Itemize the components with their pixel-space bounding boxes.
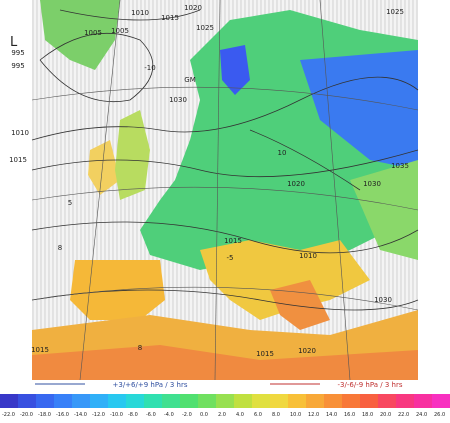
scale-swatch — [252, 394, 271, 408]
scale-label: -16.0 — [56, 412, 69, 418]
map-label: GM — [184, 76, 195, 84]
grid — [31, 0, 419, 381]
scale-swatch — [270, 394, 289, 408]
britain — [115, 110, 150, 200]
scale-label: 14.0 — [326, 412, 337, 418]
scale-label: -4.0 — [164, 412, 174, 418]
pressure-label: 1015 — [256, 350, 274, 358]
pressure-label: 1015 — [224, 237, 242, 245]
scale-swatch — [360, 394, 379, 408]
scale-label: -20.0 — [20, 412, 33, 418]
scale-swatch — [18, 394, 37, 408]
pressure-label: 995 — [11, 49, 24, 57]
legend-falling: -3/-6/-9 hPa / 3 hrs — [338, 381, 403, 389]
scale-label: 8.0 — [272, 412, 280, 418]
scale-label: 12.0 — [308, 412, 319, 418]
scale-label: 4.0 — [236, 412, 244, 418]
color-scale: -22.0 -20.0 -18.0 -16.0 -14.0 -12.0 -10.0 -8.0 -… — [0, 394, 450, 418]
map-label: 8 — [138, 344, 142, 352]
scale-swatch — [324, 394, 343, 408]
scale-label: 24.0 — [416, 412, 427, 418]
scale-swatch — [432, 394, 450, 408]
scale-swatch — [162, 394, 181, 408]
pressure-label: 995 — [11, 62, 24, 70]
scale-label: 16.0 — [344, 412, 355, 418]
cold-scandinavia — [220, 45, 250, 95]
scale-swatch — [306, 394, 325, 408]
pressure-label: 1010 — [299, 252, 317, 260]
scale-swatch — [342, 394, 361, 408]
balkans — [270, 280, 330, 330]
scale-label: -6.0 — [146, 412, 156, 418]
scale-label: 0.0 — [200, 412, 208, 418]
scale-label: 22.0 — [398, 412, 409, 418]
scale-swatch — [180, 394, 199, 408]
ireland — [88, 140, 120, 195]
land-east — [350, 160, 418, 260]
scale-swatch — [144, 394, 163, 408]
scale-label: -22.0 — [2, 412, 15, 418]
scale-swatch — [90, 394, 109, 408]
africa-hot — [32, 345, 418, 380]
scale-swatch — [396, 394, 415, 408]
scale-label: -12.0 — [92, 412, 105, 418]
scale-label: 6.0 — [254, 412, 262, 418]
pressure-label: 1025 — [196, 24, 214, 32]
scale-label: 20.0 — [380, 412, 391, 418]
scale-swatch — [198, 394, 217, 408]
scale-swatch — [378, 394, 397, 408]
scale-swatch — [0, 394, 19, 408]
pressure-label: 1010 — [11, 129, 29, 137]
legend: +3/+6/+9 hPa / 3 hrs -3/-6/-9 hPa / 3 hr… — [35, 381, 403, 389]
pressure-label: 1015 — [31, 346, 49, 354]
scale-label: -18.0 — [38, 412, 51, 418]
scale-label: -10.0 — [110, 412, 123, 418]
scale-swatch — [414, 394, 433, 408]
pressure-label: 1030 — [374, 296, 392, 304]
scale-label: 2.0 — [218, 412, 226, 418]
pressure-label: 1020 — [298, 347, 316, 355]
map-area: 1010101510201025102510059959951030101010… — [9, 0, 419, 381]
pressure-label: 1025 — [386, 8, 404, 16]
map-label: 10 — [278, 149, 287, 157]
pressure-label: 1010 — [131, 9, 149, 17]
scale-swatch — [108, 394, 127, 408]
scale-label: 18.0 — [362, 412, 373, 418]
land-south — [200, 240, 370, 320]
pressure-label: 1015 — [9, 156, 27, 164]
scale-label: -2.0 — [182, 412, 192, 418]
scale-label: 10.0 — [290, 412, 301, 418]
pressure-label: 1015 — [161, 14, 179, 22]
pressure-label: 1020 — [184, 4, 202, 12]
pressure-label: 1005 — [111, 27, 129, 35]
scale-swatch — [234, 394, 253, 408]
map-label: 5 — [68, 199, 72, 207]
scale-swatch — [72, 394, 91, 408]
scale-swatch — [36, 394, 55, 408]
pressure-label: 1035 — [391, 162, 409, 170]
scale-label: -14.0 — [74, 412, 87, 418]
isobars — [31, 9, 419, 311]
pressure-label: 1020 — [287, 180, 305, 188]
map-label: -10 — [144, 64, 155, 72]
map-label: 8 — [58, 244, 62, 252]
scale-swatch — [288, 394, 307, 408]
pressure-label: 1030 — [363, 180, 381, 188]
pressure-label: 1005 — [84, 29, 102, 37]
low-label: L — [10, 35, 18, 50]
scale-label: -8.0 — [128, 412, 138, 418]
scale-label: 26.0 — [434, 412, 445, 418]
scale-swatch — [216, 394, 235, 408]
legend-rising: +3/+6/+9 hPa / 3 hrs — [113, 381, 188, 389]
pressure-label: 1030 — [169, 96, 187, 104]
map-label: -5 — [227, 254, 234, 262]
map-labels: 1010101510201025102510059959951030101010… — [9, 4, 409, 358]
scale-swatch — [126, 394, 145, 408]
scale-swatch — [54, 394, 73, 408]
cold-east — [300, 50, 418, 170]
